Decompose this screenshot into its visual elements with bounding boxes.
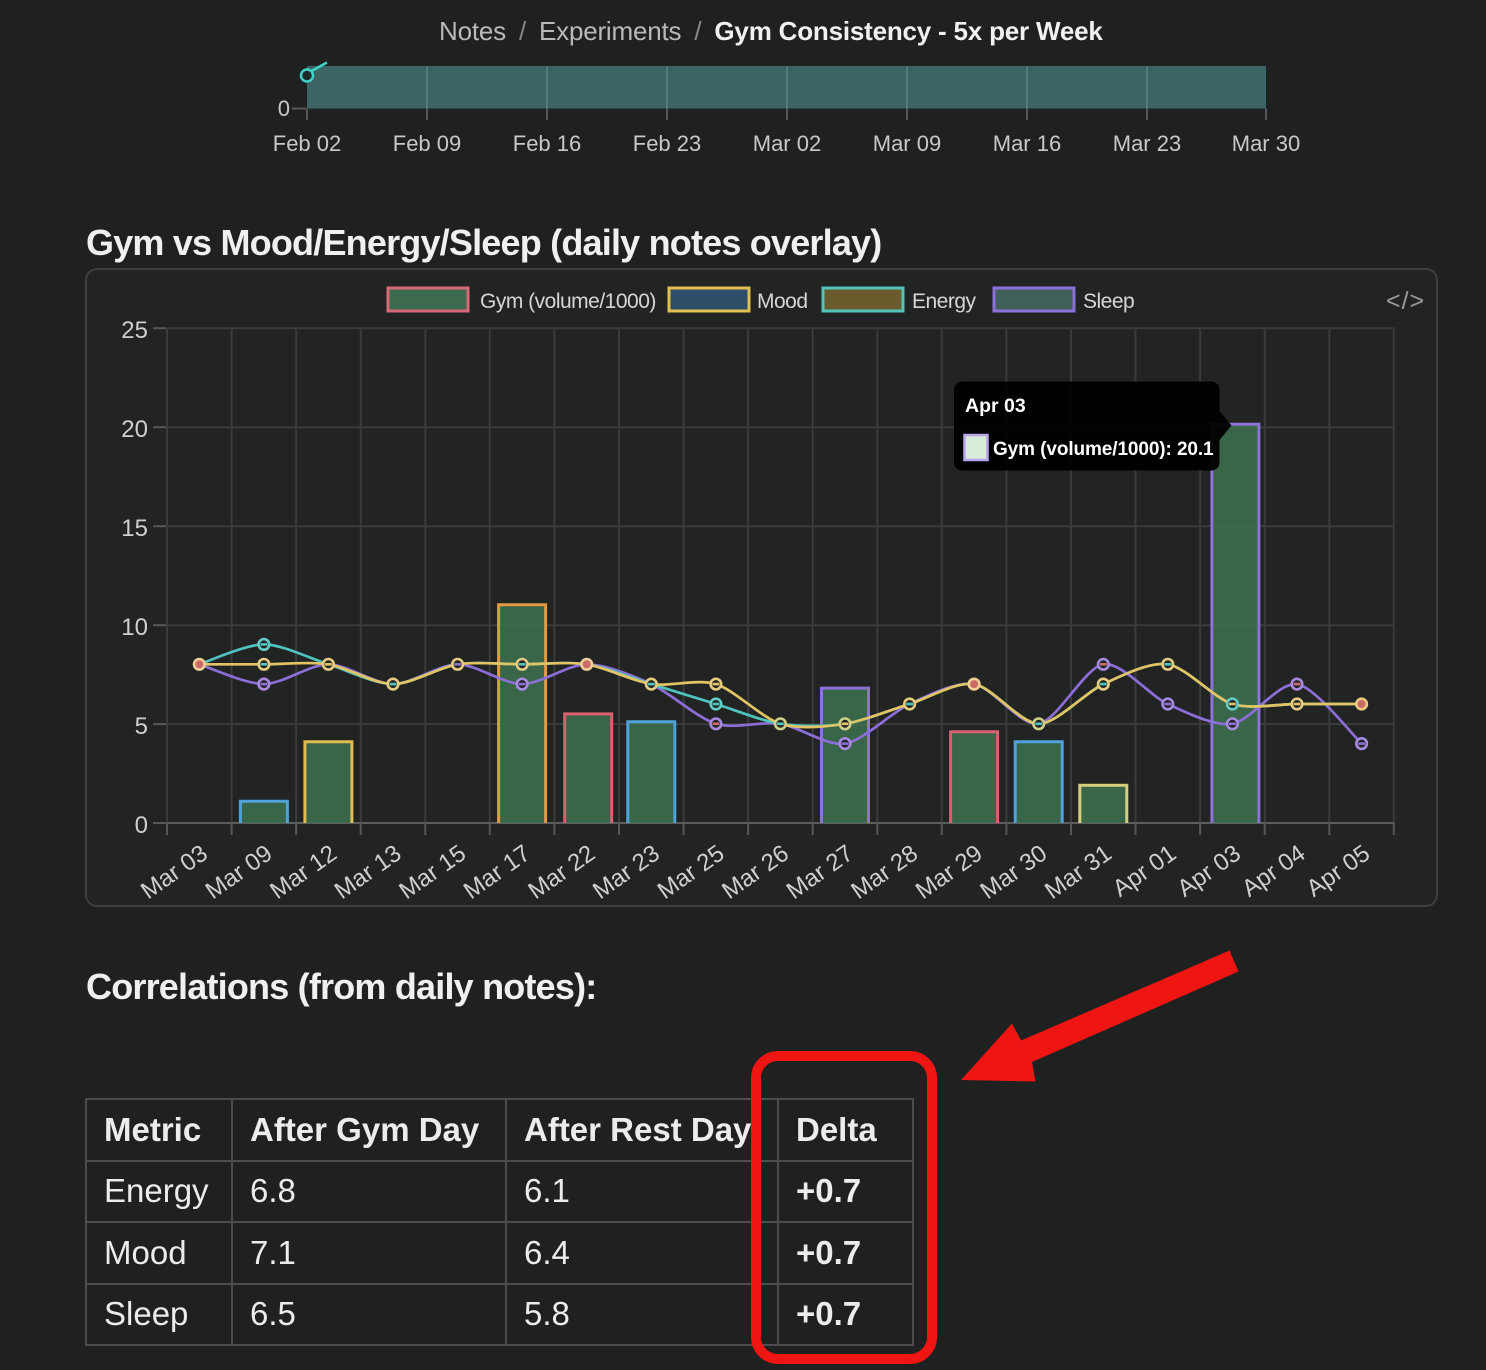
svg-text:Mar 26: Mar 26 — [717, 840, 794, 905]
svg-text:Gym (volume/1000): 20.1: Gym (volume/1000): 20.1 — [993, 439, 1214, 460]
svg-text:Mar 30: Mar 30 — [1232, 131, 1300, 156]
svg-text:Mar 28: Mar 28 — [846, 840, 923, 905]
svg-text:0: 0 — [278, 96, 290, 121]
svg-text:Mar 30: Mar 30 — [975, 840, 1052, 905]
svg-text:Mar 23: Mar 23 — [1113, 131, 1181, 156]
svg-text:20: 20 — [121, 416, 148, 443]
svg-text:Mar 15: Mar 15 — [394, 840, 471, 905]
svg-text:Mar 31: Mar 31 — [1040, 840, 1117, 905]
svg-text:Feb 16: Feb 16 — [513, 131, 582, 156]
svg-text:Mar 29: Mar 29 — [911, 840, 988, 905]
svg-text:Apr 01: Apr 01 — [1108, 840, 1181, 903]
svg-text:Mar 09: Mar 09 — [873, 131, 941, 156]
svg-text:Mar 09: Mar 09 — [201, 840, 278, 905]
svg-text:Feb 09: Feb 09 — [393, 131, 462, 156]
svg-text:Mar 03: Mar 03 — [136, 840, 213, 905]
svg-text:Mar 17: Mar 17 — [459, 840, 536, 905]
svg-text:Mar 02: Mar 02 — [753, 131, 821, 156]
svg-text:Gym (volume/1000): Gym (volume/1000) — [480, 290, 656, 313]
svg-text:Mar 12: Mar 12 — [265, 840, 342, 905]
svg-text:10: 10 — [121, 614, 148, 641]
svg-text:15: 15 — [121, 515, 148, 542]
svg-text:Feb 02: Feb 02 — [273, 131, 342, 156]
svg-text:0: 0 — [135, 812, 148, 839]
svg-text:Mar 27: Mar 27 — [782, 840, 859, 905]
svg-text:25: 25 — [121, 317, 148, 344]
svg-text:Apr 04: Apr 04 — [1237, 840, 1310, 903]
svg-text:</>: </> — [1386, 287, 1425, 315]
svg-text:Apr 03: Apr 03 — [1172, 840, 1245, 903]
svg-text:Mar 25: Mar 25 — [653, 840, 730, 905]
svg-text:Apr 05: Apr 05 — [1302, 840, 1375, 903]
svg-text:Sleep: Sleep — [1083, 290, 1134, 313]
svg-text:Mar 22: Mar 22 — [523, 840, 600, 905]
svg-text:Feb 23: Feb 23 — [633, 131, 702, 156]
svg-text:Apr 03: Apr 03 — [965, 395, 1026, 417]
svg-text:Energy: Energy — [912, 290, 977, 313]
svg-text:Mar 16: Mar 16 — [993, 131, 1061, 156]
svg-text:5: 5 — [135, 713, 148, 740]
svg-text:Mood: Mood — [757, 290, 808, 313]
svg-text:Mar 23: Mar 23 — [588, 840, 665, 905]
svg-text:Mar 13: Mar 13 — [330, 840, 407, 905]
